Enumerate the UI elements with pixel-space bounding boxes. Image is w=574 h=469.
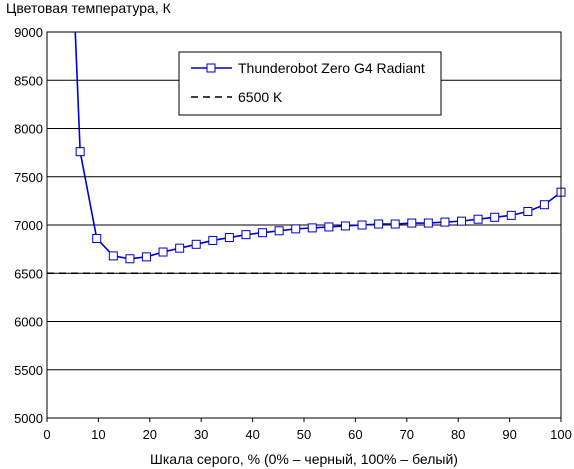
y-tick-label: 6000 — [14, 315, 43, 330]
x-tick-label: 50 — [297, 427, 311, 442]
y-tick-label: 5500 — [14, 363, 43, 378]
data-point — [506, 210, 516, 220]
data-point — [440, 217, 450, 227]
legend: Thunderobot Zero G4 Radiant 6500 K — [178, 51, 442, 116]
y-tick-label: 6500 — [14, 266, 43, 281]
legend-box — [178, 51, 442, 116]
legend-series-label: Thunderobot Zero G4 Radiant — [238, 60, 425, 76]
data-point — [291, 224, 301, 234]
data-point — [224, 233, 234, 243]
x-tick-label: 100 — [550, 427, 572, 442]
y-tick-label: 5000 — [14, 411, 43, 426]
x-tick-label: 40 — [245, 427, 259, 442]
x-tick-label: 20 — [143, 427, 157, 442]
data-point — [158, 247, 168, 257]
y-tick-label: 7000 — [14, 218, 43, 233]
legend-series-marker — [206, 63, 216, 73]
data-point — [407, 218, 417, 228]
x-tick-label: 80 — [451, 427, 465, 442]
x-tick-label: 70 — [400, 427, 414, 442]
x-tick-labels: 0 10 20 30 40 50 60 70 80 90 100 — [43, 418, 572, 442]
y-tick-label: 7500 — [14, 170, 43, 185]
x-tick-label: 30 — [194, 427, 208, 442]
data-point — [473, 214, 483, 224]
x-tick-label: 60 — [348, 427, 362, 442]
data-point — [324, 222, 334, 232]
data-point — [75, 147, 85, 157]
data-point — [357, 220, 367, 230]
data-point — [340, 221, 350, 231]
y-tick-labels: 5000 5500 6000 6500 7000 7500 8000 8500 9000 — [14, 25, 43, 426]
data-point — [523, 206, 533, 216]
data-point — [374, 219, 384, 229]
data-point — [307, 223, 317, 233]
data-point — [141, 252, 151, 262]
y-axis-title: Цветовая температура, К — [6, 0, 172, 16]
data-point — [241, 230, 251, 240]
legend-reference-label: 6500 K — [238, 89, 283, 105]
x-tick-label: 10 — [91, 427, 105, 442]
data-point — [108, 251, 118, 261]
y-tick-label: 9000 — [14, 25, 43, 40]
x-axis-title: Шкала серого, % (0% – черный, 100% – бел… — [150, 451, 458, 467]
data-point — [208, 235, 218, 245]
data-point — [125, 254, 135, 264]
data-point — [490, 212, 500, 222]
data-point — [175, 243, 185, 253]
data-point — [274, 226, 284, 236]
data-point — [92, 234, 102, 244]
data-point — [191, 239, 201, 249]
y-tick-label: 8500 — [14, 73, 43, 88]
x-tick-label: 90 — [502, 427, 516, 442]
data-point — [423, 218, 433, 228]
data-point — [390, 219, 400, 229]
data-point — [258, 228, 268, 238]
data-point — [539, 200, 549, 210]
y-tick-label: 8000 — [14, 122, 43, 137]
series-group — [74, 31, 566, 264]
x-tick-label: 0 — [43, 427, 50, 442]
data-point — [457, 216, 467, 226]
grid-lines — [47, 79, 561, 371]
